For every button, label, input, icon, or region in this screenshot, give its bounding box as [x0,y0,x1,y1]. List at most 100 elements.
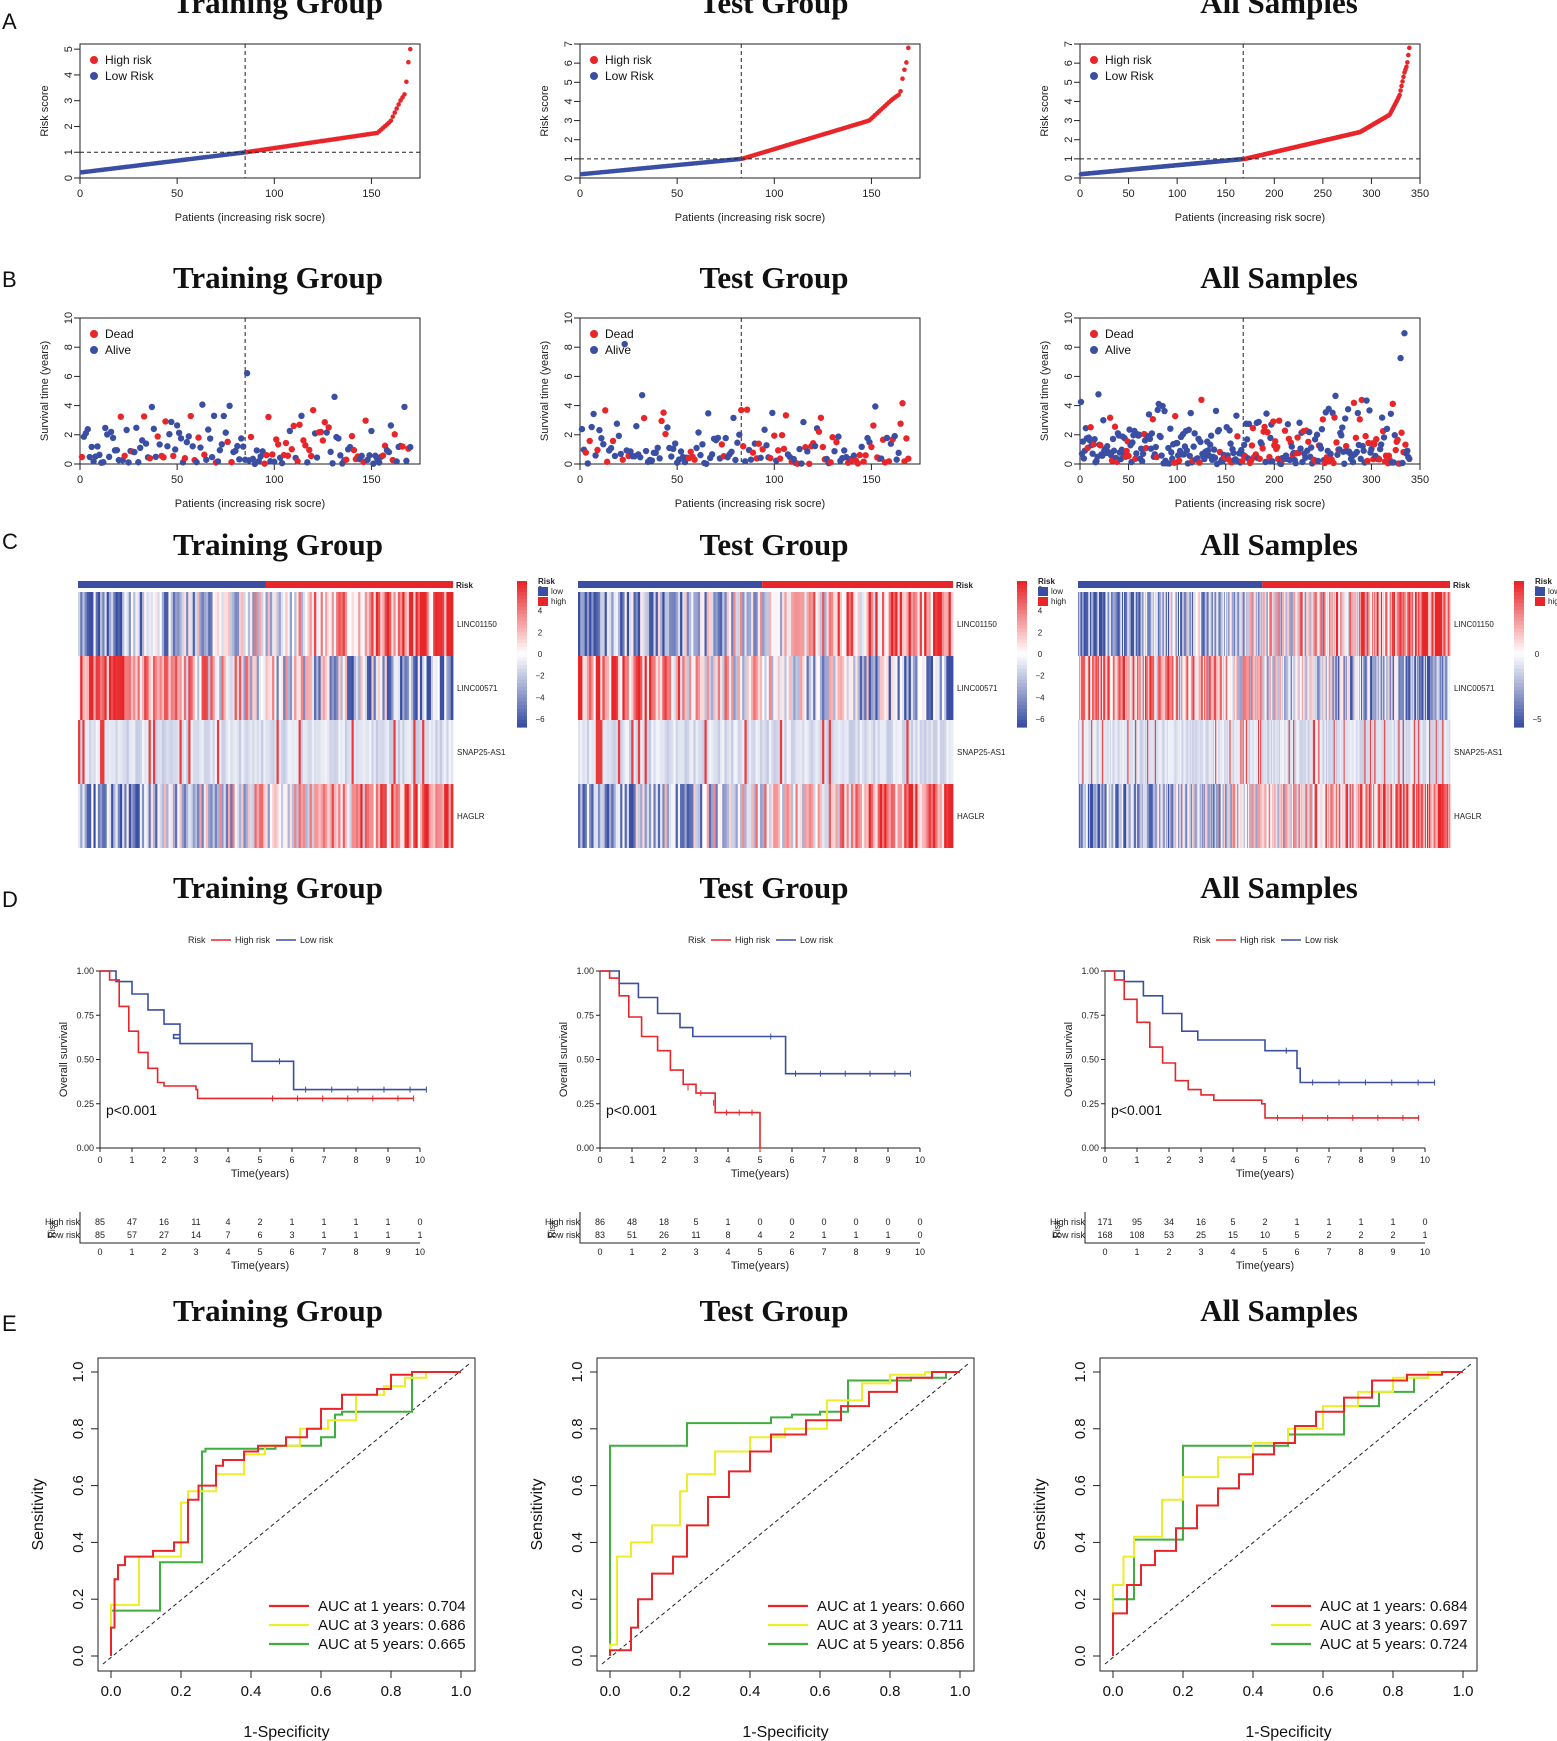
survival-point [1358,396,1365,404]
heatmap-cell [1105,656,1107,720]
heatmap-cell [697,656,701,720]
heatmap-cell [600,784,603,848]
heatmap-cell [768,720,772,784]
heatmap-cell [183,656,187,720]
scale-step [1514,581,1524,586]
survival-point [96,451,103,459]
heatmap-cell [1276,592,1279,656]
heatmap-cell [267,656,271,720]
survival-point [806,460,813,467]
heatmap-cell [1237,656,1239,720]
heatmap-cell [875,720,878,784]
heatmap-cell [252,720,255,784]
heatmap-cell [864,592,867,656]
heatmap-cell [1370,592,1373,656]
legend-title: Risk [188,935,206,945]
heatmap-cell [300,720,304,784]
heatmap-cell [1300,784,1303,848]
heatmap-cell [183,592,187,656]
heatmap-cell [280,656,284,720]
heatmap-cell [183,720,187,784]
heatmap-cell [1424,592,1427,656]
heatmap-cell [1113,720,1115,784]
heatmap-cell [1124,656,1126,720]
heatmap-cell [717,656,721,720]
heatmap-cell [786,592,790,656]
survival-point [850,452,858,459]
heatmap-cell [208,592,211,656]
gene-label: HAGLR [957,812,985,821]
heatmap-cell [1112,592,1114,656]
x-axis-label: Time(years) [731,1168,789,1180]
x-axis-label: 1-Specificity [243,1724,329,1741]
heatmap-cell [726,592,730,656]
heatmap-cell [80,784,83,848]
heatmap-cell [1203,592,1205,656]
y-axis-label: Risk score [1039,85,1051,136]
heatmap-cell [1115,656,1117,720]
legend-swatch [1090,56,1098,64]
heatmap-cell [1177,592,1180,656]
heatmap-cell [646,784,650,848]
heatmap-cell [708,656,712,720]
heatmap-cell [822,720,825,784]
heatmap-cell [91,784,94,848]
heatmap-cell [695,784,699,848]
heatmap-row-snap25-as1 [78,720,454,784]
heatmap-cell [294,720,297,784]
heatmap-cell [833,720,836,784]
heatmap-cell [1298,656,1301,720]
heatmap-cell [644,592,648,656]
survival-point [708,451,716,458]
heatmap-cell [1253,720,1256,784]
heatmap-cell [1265,656,1268,720]
heatmap-cell [333,784,337,848]
heatmap-cell [1360,592,1362,656]
legend-label: Dead [605,327,634,341]
risk-point [406,59,411,65]
heatmap-cell [862,592,865,656]
heatmap-cell [1445,784,1448,848]
heatmap-cell [1436,656,1439,720]
heatmap-cell [609,784,612,848]
heatmap-cell [1418,592,1420,656]
survival-point [776,455,784,462]
heatmap-cell [1294,784,1296,848]
heatmap-cell [1214,592,1216,656]
scale-step [1514,679,1524,684]
heatmap-cell [177,592,180,656]
heatmap-cell [1174,720,1177,784]
heatmap-cell [881,656,885,720]
heatmap-cell [1216,784,1218,848]
heatmap-cell [1413,592,1416,656]
heatmap-cell [921,720,925,784]
heatmap-cell [1214,720,1216,784]
heatmap-cell [430,656,434,720]
heatmap-cell [166,592,169,656]
heatmap-cell [258,720,262,784]
heatmap-cell [144,720,147,784]
heatmap-cell [347,656,350,720]
heatmap-cell [1101,656,1103,720]
heatmap-cell [1386,656,1388,720]
heatmap-cell [606,656,610,720]
heatmap-cell [1436,592,1439,656]
heatmap-cell [1151,592,1154,656]
heatmap-cell [280,784,284,848]
heatmap-cell [868,656,872,720]
heatmap-cell [1293,720,1295,784]
heatmap-cell [1433,592,1436,656]
heatmap-cell [1083,656,1085,720]
heatmap-cell [926,656,929,720]
heatmap-cell [1117,784,1119,848]
survival-point [1350,399,1358,407]
legend-swatch [90,72,98,80]
heatmap-cell [604,592,608,656]
heatmap-cell [706,784,710,848]
heatmap-cell [711,784,714,848]
heatmap-cell [720,656,723,720]
heatmap-cell [1274,656,1276,720]
heatmap-cell [1180,592,1182,656]
heatmap-cell [1141,656,1144,720]
heatmap-cell [1417,592,1419,656]
